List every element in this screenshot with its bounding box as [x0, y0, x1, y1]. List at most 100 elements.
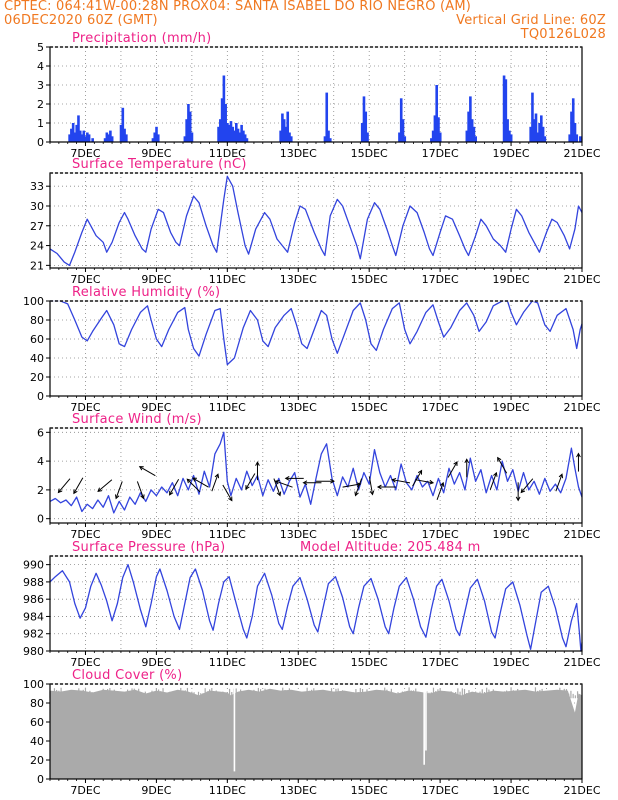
precip-bar: [289, 136, 293, 142]
y-tick-label: 20: [30, 754, 44, 767]
wind-arrow-shaft: [342, 483, 361, 488]
precip-bar: [435, 85, 438, 142]
wind-arrow-shaft: [355, 478, 363, 496]
wind-arrow-shaft: [392, 479, 411, 484]
wind-arrow-shaft: [415, 479, 434, 484]
precip-bar: [245, 138, 249, 142]
precip-bar: [366, 132, 369, 142]
wind-arrow-head: [354, 491, 359, 497]
precip-bar: [86, 132, 89, 142]
y-tick-label: 4: [37, 60, 44, 73]
precip-bar: [121, 107, 125, 142]
x-tick-label: 21DEC: [563, 784, 600, 797]
wind-arrow: [192, 477, 209, 488]
x-tick-label: 9DEC: [141, 147, 171, 160]
precip-bar: [472, 126, 476, 142]
precip-bar: [222, 75, 226, 142]
panel-title: Surface Wind (m/s): [72, 412, 202, 427]
precip-bar: [538, 123, 541, 142]
wind-arrow: [302, 480, 322, 486]
wind-arrow-shaft: [115, 481, 123, 499]
y-tick-label: 40: [30, 735, 44, 748]
precip-bar: [91, 138, 94, 142]
x-tick-label: 17DEC: [422, 401, 459, 414]
precip-bar: [465, 130, 469, 142]
precip-bar: [470, 119, 474, 142]
precip-bar: [509, 134, 513, 142]
precip-bar: [229, 121, 233, 142]
x-tick-label: 7DEC: [70, 528, 100, 541]
panel-frame: [49, 300, 583, 397]
wind-arrow: [342, 482, 362, 488]
wind-arrow: [354, 478, 363, 497]
wind-arrow-head: [140, 494, 145, 500]
y-tick-label: 27: [30, 220, 44, 233]
y-tick-label: 6: [37, 426, 44, 439]
precip-bar: [87, 134, 91, 142]
precip-bar: [360, 123, 364, 142]
wind-arrow-shaft: [192, 477, 209, 488]
series-line: [49, 175, 583, 267]
y-tick-label: 0: [37, 136, 44, 149]
x-tick-label: 7DEC: [70, 784, 100, 797]
wind-arrow-shaft: [136, 481, 144, 499]
precip-bar: [430, 138, 433, 142]
wind-arrow: [114, 481, 123, 500]
precip-bar: [536, 132, 540, 142]
precip-bar: [183, 136, 187, 142]
x-tick-label: 7DEC: [70, 147, 100, 160]
wind-arrow-head: [464, 458, 470, 464]
wind-arrow: [274, 479, 293, 488]
y-tick-label: 982: [23, 628, 44, 641]
precip-bar: [532, 119, 536, 142]
wind-arrow-head: [558, 473, 564, 479]
wind-arrow-shaft: [186, 478, 201, 493]
precip-bar: [240, 124, 243, 142]
x-tick-label: 13DEC: [280, 147, 317, 160]
wind-arrow: [576, 452, 581, 472]
y-tick-label: 986: [23, 593, 44, 606]
wind-arrow-head: [245, 485, 250, 490]
wind-arrow: [555, 473, 564, 492]
y-tick-label: 984: [23, 610, 44, 623]
precip-bar: [231, 126, 235, 142]
wind-arrow: [57, 478, 71, 494]
panel-3: Relative Humidity (%) 0 20 40 60 80 100 7DEC 9DE…: [23, 285, 601, 414]
wind-arrow-shaft: [412, 470, 423, 487]
header-grid-line: Vertical Grid Line: 60Z: [456, 13, 606, 28]
x-tick-label: 15DEC: [351, 784, 388, 797]
y-tick-label: 5: [37, 41, 44, 54]
precip-bar: [110, 136, 114, 142]
y-tick-label: 60: [30, 716, 44, 729]
y-tick-label: 0: [37, 390, 44, 403]
x-tick-label: 7DEC: [70, 273, 100, 286]
wind-arrow: [368, 476, 375, 496]
x-tick-label: 19DEC: [493, 401, 530, 414]
precip-bar: [437, 117, 440, 142]
wind-arrow: [415, 479, 435, 485]
x-tick-label: 21DEC: [563, 401, 600, 414]
y-tick-label: 40: [30, 352, 44, 365]
panel-title: Cloud Cover (%): [72, 668, 182, 683]
series-line: [50, 300, 583, 366]
cloud-area: [50, 688, 582, 779]
precip-bar: [362, 96, 366, 142]
wind-arrow-shaft: [169, 478, 180, 496]
y-tick-label: 100: [23, 295, 44, 308]
precip-bar: [235, 123, 238, 142]
wind-arrow-head: [302, 480, 308, 486]
wind-arrow: [73, 477, 84, 495]
wind-arrow-head: [515, 496, 521, 502]
precip-bar: [73, 132, 77, 142]
precip-bar: [364, 111, 368, 142]
x-tick-label: 21DEC: [563, 147, 600, 160]
x-tick-label: 11DEC: [209, 147, 246, 160]
wind-arrow-head: [138, 466, 144, 471]
x-tick-label: 13DEC: [280, 401, 317, 414]
precip-bar: [529, 126, 532, 142]
precip-bar: [77, 115, 80, 142]
wind-arrow-shaft: [58, 478, 71, 493]
precip-bar: [541, 126, 545, 142]
precip-bar: [188, 111, 192, 142]
wind-arrow-head: [73, 489, 78, 495]
